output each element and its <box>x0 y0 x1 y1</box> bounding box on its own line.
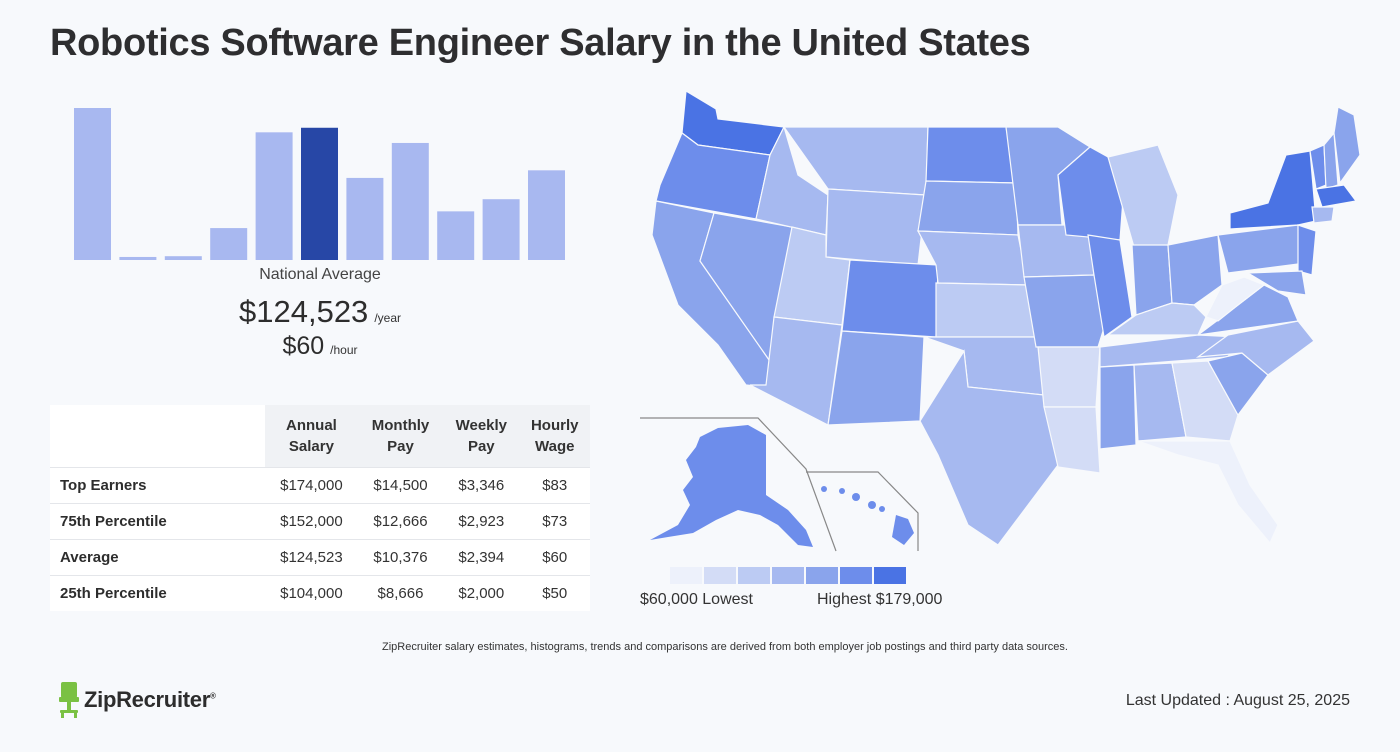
table-row: 75th Percentile $152,000 $12,666 $2,923 … <box>50 502 590 539</box>
state-arkansas <box>1037 346 1101 408</box>
cell-annual: $174,000 <box>265 466 358 503</box>
alaska-inset-frame <box>640 417 837 552</box>
state-ohio <box>1167 234 1223 306</box>
state-new-jersey <box>1297 224 1317 276</box>
annual-unit: /year <box>374 311 401 325</box>
state-illinois <box>1087 234 1133 339</box>
hourly-average-value: $60 <box>282 332 325 360</box>
cell-hourly: $83 <box>519 466 590 503</box>
state-south-dakota <box>917 180 1019 236</box>
cell-monthly: $10,376 <box>357 538 444 575</box>
state-louisiana <box>1043 406 1101 474</box>
histogram-bar <box>119 256 157 260</box>
logo-text: ZipRecruiter® <box>84 687 216 712</box>
legend-swatch <box>840 567 872 584</box>
legend-swatch <box>670 567 702 584</box>
state-mississippi <box>1099 364 1137 450</box>
ziprecruiter-logo[interactable]: ZipRecruiter® <box>58 682 216 718</box>
registered-mark: ® <box>209 691 216 701</box>
legend-swatch <box>772 567 804 584</box>
legend-low-label: $60,000 Lowest <box>640 591 753 608</box>
histogram-bar <box>437 211 475 260</box>
table-header-row: Annual Salary Monthly Pay Weekly Pay Hourly… <box>50 405 590 467</box>
state-arizona <box>749 316 843 426</box>
national-average-label: National Average <box>259 266 381 283</box>
header-hourly: Hourly Wage <box>519 405 590 467</box>
cell-monthly: $12,666 <box>357 502 444 539</box>
header-monthly: Monthly Pay <box>357 405 444 467</box>
state-new-hampshire <box>1323 131 1339 190</box>
page-title: Robotics Software Engineer Salary in the… <box>50 22 1031 64</box>
annual-average: $124,523/year <box>170 294 470 330</box>
histogram-bar <box>164 256 202 260</box>
histogram-bar <box>74 108 111 260</box>
histogram-bar <box>210 228 248 260</box>
state-florida <box>1137 440 1279 545</box>
cell-monthly: $14,500 <box>357 466 444 503</box>
state-west-virginia <box>1205 276 1266 322</box>
cell-weekly: $2,923 <box>443 502 520 539</box>
state-kansas <box>935 282 1037 338</box>
row-label: Top Earners <box>50 466 265 503</box>
row-label: 75th Percentile <box>50 502 265 539</box>
cell-annual: $104,000 <box>265 574 358 611</box>
table-row: Top Earners $174,000 $14,500 $3,346 $83 <box>50 466 590 503</box>
cell-weekly: $2,000 <box>443 574 520 611</box>
state-pennsylvania <box>1217 224 1307 274</box>
legend-swatch <box>738 567 770 584</box>
histogram-bar <box>346 177 384 260</box>
cell-hourly: $73 <box>519 502 590 539</box>
hawaii-inset-frame <box>806 471 919 551</box>
state-georgia <box>1171 360 1239 442</box>
state-colorado <box>841 259 939 338</box>
hourly-average: $60/hour <box>170 332 470 361</box>
histogram-bar-highlight <box>301 127 338 260</box>
histogram-bar <box>482 199 520 260</box>
last-updated: Last Updated : August 25, 2025 <box>1125 692 1350 709</box>
salary-histogram <box>74 108 565 260</box>
state-new-mexico <box>827 330 925 426</box>
state-connecticut <box>1311 206 1335 224</box>
map-legend <box>670 567 906 584</box>
row-label: Average <box>50 538 265 575</box>
cell-annual: $152,000 <box>265 502 358 539</box>
state-maryland-delaware <box>1245 270 1307 296</box>
legend-high-label: Highest $179,000 <box>817 591 943 608</box>
state-north-dakota <box>925 126 1017 184</box>
state-hawaii <box>821 486 914 545</box>
state-new-york <box>1229 150 1317 230</box>
histogram-bar <box>391 142 429 260</box>
chair-icon <box>59 682 79 718</box>
header-weekly: Weekly Pay <box>443 405 520 467</box>
legend-swatch <box>806 567 838 584</box>
disclaimer: ZipRecruiter salary estimates, histogram… <box>382 641 1068 653</box>
histogram-bar <box>255 132 293 260</box>
cell-annual: $124,523 <box>265 538 358 575</box>
cell-monthly: $8,666 <box>357 574 444 611</box>
cell-hourly: $50 <box>519 574 590 611</box>
annual-average-value: $124,523 <box>239 294 369 329</box>
table-row: Average $124,523 $10,376 $2,394 $60 <box>50 538 590 575</box>
state-maine <box>1333 106 1360 185</box>
salary-table: Annual Salary Monthly Pay Weekly Pay Hourly… <box>50 405 590 611</box>
legend-swatch <box>874 567 906 584</box>
histogram-bar <box>528 170 565 260</box>
table-row: 25th Percentile $104,000 $8,666 $2,000 $… <box>50 574 590 611</box>
state-wyoming <box>825 188 927 266</box>
header-annual: Annual Salary <box>265 405 358 467</box>
legend-swatch <box>704 567 736 584</box>
us-salary-map <box>640 89 1360 552</box>
state-alaska <box>650 425 813 547</box>
state-massachusetts <box>1315 184 1358 208</box>
cell-hourly: $60 <box>519 538 590 575</box>
state-michigan <box>1107 144 1179 248</box>
header-blank <box>50 405 265 467</box>
cell-weekly: $2,394 <box>443 538 520 575</box>
row-label: 25th Percentile <box>50 574 265 611</box>
hourly-unit: /hour <box>330 343 358 357</box>
cell-weekly: $3,346 <box>443 466 520 503</box>
